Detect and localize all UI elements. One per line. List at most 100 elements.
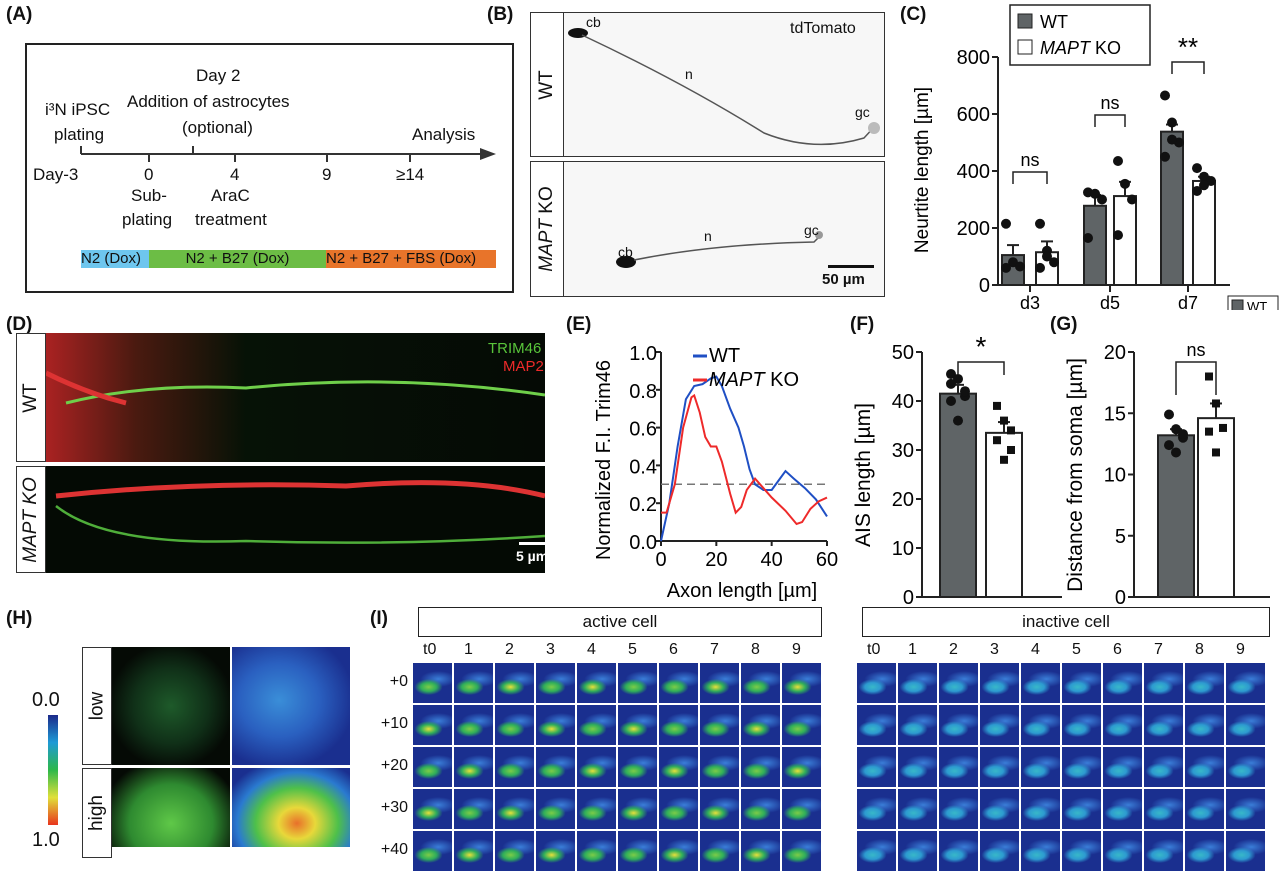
y-tick-label: 200 [957,218,990,240]
c-ko-point [1113,230,1123,241]
active-cell-tile [659,705,698,745]
active-cell-tile [741,663,780,703]
label-cb: cb [586,14,601,30]
c-ko-point [1120,178,1130,189]
significance-label: ns [1020,150,1039,170]
significance-label: * [976,331,987,362]
c-wt-point [1083,232,1093,243]
label-analysis: Analysis [412,125,476,144]
active-cell-tile [454,747,493,787]
series-line-wt [660,375,828,542]
active-cell-header: active cell [418,607,822,637]
inactive-cell-tile [857,663,896,703]
active-cell-tile [741,747,780,787]
side-label-wt: WT [530,12,564,157]
inactive-cell-tile [1144,747,1183,787]
wt-neuron-image [563,12,885,157]
y-tick-label: 0 [979,275,990,297]
active-cell-tile [700,831,739,871]
chartf-wt-point [953,415,963,426]
c-ko-point [1042,251,1052,262]
active-cell-tile [413,789,452,829]
legend-swatch-wt [1017,13,1033,29]
significance-bracket [957,361,1005,375]
active-cell-tile [495,789,534,829]
active-cell-tile [495,705,534,745]
tick-day-3: Day-3 [33,165,79,184]
inactive-cell-tile [1021,747,1060,787]
active-cell-tile [782,789,821,829]
inactive-cell-col-label: 8 [1195,641,1204,658]
active-cell-tile [495,663,534,703]
label-day2: Day 2 [196,66,241,85]
panel-label-f: (F) [850,314,875,335]
y-axis-label: AIS length [µm] [852,403,875,547]
scale-label-d: 5 µm [516,548,549,564]
panel-label-e: (E) [566,314,592,335]
label-optional: (optional) [182,118,253,137]
chart-c: 0 200 400 600 800 Neurtite length [µm] d3 ns d5 n… [912,4,1279,310]
label-n: n [685,66,693,82]
label-astrocytes: Addition of astrocytes [127,92,290,111]
active-cell-tile [577,705,616,745]
inactive-cell-col-label: t0 [867,641,881,658]
arrow-head-icon [480,148,496,160]
inactive-cell-col-label: 1 [908,641,917,658]
ko-axon-trace [55,480,546,544]
media-n2-b27-fbs: N2 + B27 + FBS (Dox) [326,250,496,268]
inactive-cell-tile [1144,831,1183,871]
inactive-cell-tile [980,747,1019,787]
y-tick-label: 20 [1104,342,1126,364]
c-wt-point [1167,117,1177,128]
y-tick-label: 0 [1115,587,1126,609]
x-tick-label: 20 [705,549,727,571]
media-n2: N2 (Dox) [81,250,149,268]
row-label: +40 [380,841,408,858]
timeline-box [25,43,514,293]
y-tick-label: 10 [1104,465,1126,487]
active-cell-col-label: 5 [628,641,637,658]
chartg-ko-point [1212,448,1220,457]
ko-neuron-trace [616,231,823,268]
label-tdtomato: tdTomato [790,20,856,37]
inactive-cell-tile [1144,663,1183,703]
chartf-ko-point [993,436,1001,445]
chartg-wt-point [1171,447,1181,458]
row-label: +30 [380,799,408,816]
tick-9: 9 [322,165,332,184]
x-tick-label: 60 [816,549,838,571]
chartg-wt-point [1164,409,1174,420]
inactive-cell-tile [1185,747,1224,787]
label-subplating: plating [122,210,173,229]
c-wt-point [1090,188,1100,199]
y-tick-label: 5 [1115,526,1126,548]
y-tick-label: 400 [957,161,990,183]
inactive-cell-col-label: 7 [1154,641,1163,658]
legend-label-ko: MAPT KO [709,369,799,391]
active-cell-col-label: t0 [423,641,437,658]
inactive-cell-tile [939,747,978,787]
y-tick-label: 0.2 [629,494,657,516]
chartg-ko-point [1205,372,1213,381]
label-map2: MAP2 [503,358,544,375]
x-axis-label: Axon length [µm] [667,580,818,602]
active-cell-tile [700,705,739,745]
significance-bracket [1175,361,1217,395]
active-cell-tile [700,789,739,829]
inactive-cell-tile [1226,705,1265,745]
inactive-cell-tile [1021,789,1060,829]
chart-e: 0.0 0.2 0.4 0.6 0.8 1.0 0 20 40 60 Axon length [µm… [593,343,838,602]
inactive-cell-tile [898,789,937,829]
chartg-wt-point [1178,429,1188,440]
inactive-cell-tile [1103,663,1142,703]
significance-bracket [1094,114,1126,127]
y-tick-label: 30 [892,440,914,462]
c-wt-point [1097,194,1107,205]
inactive-cell-tile [1185,831,1224,871]
c-ko-point [1113,156,1123,167]
inactive-cell-tile [939,831,978,871]
legend-swatch-ko [1017,39,1033,55]
c-ko-point [1049,257,1059,268]
chartf-wt-point [946,378,956,389]
side-label-high: high [82,768,112,858]
